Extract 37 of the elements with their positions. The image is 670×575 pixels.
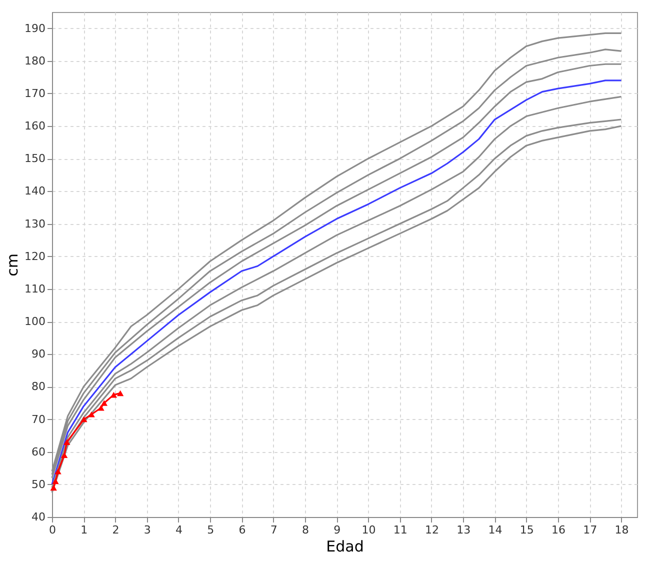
x-tick-label: 16 <box>551 524 566 536</box>
x-tick-label: 12 <box>424 524 439 536</box>
y-tick-label: 140 <box>24 184 46 198</box>
y-tick-label: 40 <box>32 510 46 524</box>
y-tick-label: 180 <box>24 54 46 68</box>
x-tick-label: 15 <box>520 524 534 536</box>
y-tick-label: 150 <box>24 152 46 166</box>
x-tick-label: 1 <box>80 524 88 536</box>
y-tick-label: 50 <box>32 478 46 491</box>
y-axis-title: cm <box>4 254 22 276</box>
x-tick-label: 18 <box>614 524 629 536</box>
y-tick-label: 70 <box>32 412 46 426</box>
y-tick-label: 120 <box>24 250 46 263</box>
x-tick-label: 17 <box>583 524 598 536</box>
y-tick-label: 90 <box>32 348 46 361</box>
y-tick-label: 80 <box>32 380 46 394</box>
x-tick-label: 7 <box>270 524 278 536</box>
y-tick-label: 130 <box>24 217 46 230</box>
x-tick-label: 6 <box>238 524 246 536</box>
x-tick-label: 8 <box>302 524 309 536</box>
x-tick-label: 10 <box>362 524 376 536</box>
x-tick-label: 13 <box>456 524 471 536</box>
x-tick-label: 0 <box>49 524 56 536</box>
x-tick-label: 11 <box>393 524 408 536</box>
y-tick-label: 160 <box>24 120 46 133</box>
y-tick-label: 60 <box>32 445 46 458</box>
y-tick-label: 190 <box>24 22 46 35</box>
y-tick-label: 100 <box>24 315 46 328</box>
y-tick-label: 170 <box>24 86 46 100</box>
x-tick-label: 5 <box>207 524 214 536</box>
x-tick-label: 2 <box>112 524 120 536</box>
y-tick-label: 110 <box>24 282 46 296</box>
x-tick-label: 4 <box>175 524 182 536</box>
x-tick-label: 14 <box>488 524 502 536</box>
x-tick-label: 9 <box>334 524 341 536</box>
x-axis-title: Edad <box>326 538 364 556</box>
x-tick-label: 3 <box>144 524 151 536</box>
